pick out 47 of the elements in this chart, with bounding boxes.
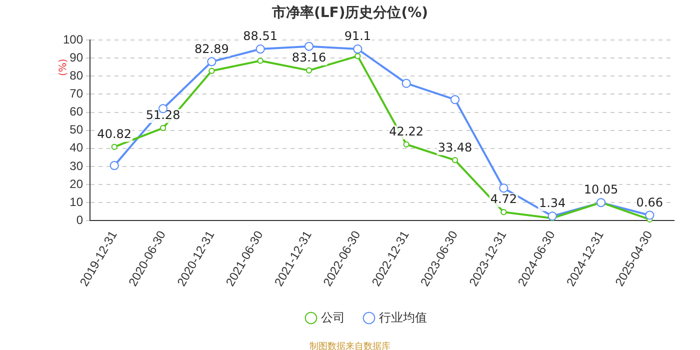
y-tick-label: 40 bbox=[70, 140, 84, 155]
point bbox=[645, 210, 654, 220]
y-axis-title: (%) bbox=[58, 58, 69, 76]
point bbox=[257, 58, 264, 64]
point bbox=[354, 53, 361, 60]
y-tick-label: 20 bbox=[70, 176, 84, 191]
point bbox=[499, 184, 508, 193]
point bbox=[452, 157, 458, 164]
data-label: 82.89 bbox=[194, 42, 229, 56]
data-label: 91.1 bbox=[344, 29, 372, 44]
point bbox=[306, 67, 312, 74]
data-label: 88.51 bbox=[243, 29, 278, 44]
y-tick-label: 60 bbox=[70, 104, 84, 119]
point bbox=[402, 78, 411, 88]
text: 制图数据来自数据库 bbox=[308, 340, 392, 350]
point bbox=[450, 95, 460, 104]
point bbox=[110, 161, 119, 170]
point bbox=[353, 44, 362, 54]
point bbox=[207, 57, 216, 66]
data-label: 83.16 bbox=[292, 50, 326, 65]
point bbox=[160, 125, 166, 132]
point bbox=[500, 209, 507, 216]
y-tick-label: 90 bbox=[70, 50, 84, 64]
y-tick-label: 10 bbox=[70, 194, 84, 209]
data-label: 40.82 bbox=[97, 127, 132, 142]
point bbox=[111, 144, 118, 150]
y-tick-label: 70 bbox=[70, 86, 84, 101]
y-tick-label: 80 bbox=[70, 68, 84, 82]
data-label: 42.22 bbox=[389, 124, 424, 138]
y-tick-label: 30 bbox=[70, 158, 84, 173]
data-label: 4.72 bbox=[490, 192, 518, 206]
legend-label: 行业均值 bbox=[379, 310, 427, 324]
y-tick-label: 50 bbox=[70, 122, 84, 137]
point bbox=[548, 212, 557, 221]
y-tick-label: 100 bbox=[62, 32, 84, 46]
point bbox=[208, 68, 215, 74]
data-label: 33.48 bbox=[438, 140, 472, 154]
data-label: 0.66 bbox=[636, 195, 664, 210]
data-label: 1.34 bbox=[538, 196, 566, 210]
chart-title: 市净率(LF)历史分位(%) bbox=[270, 4, 430, 22]
point bbox=[403, 141, 410, 148]
point bbox=[304, 42, 314, 51]
point bbox=[256, 44, 265, 54]
legend-label: 公司 bbox=[321, 310, 345, 324]
y-tick-label: 0 bbox=[76, 212, 84, 227]
data-label: 10.05 bbox=[584, 182, 618, 197]
data-label: 51.28 bbox=[146, 108, 180, 122]
